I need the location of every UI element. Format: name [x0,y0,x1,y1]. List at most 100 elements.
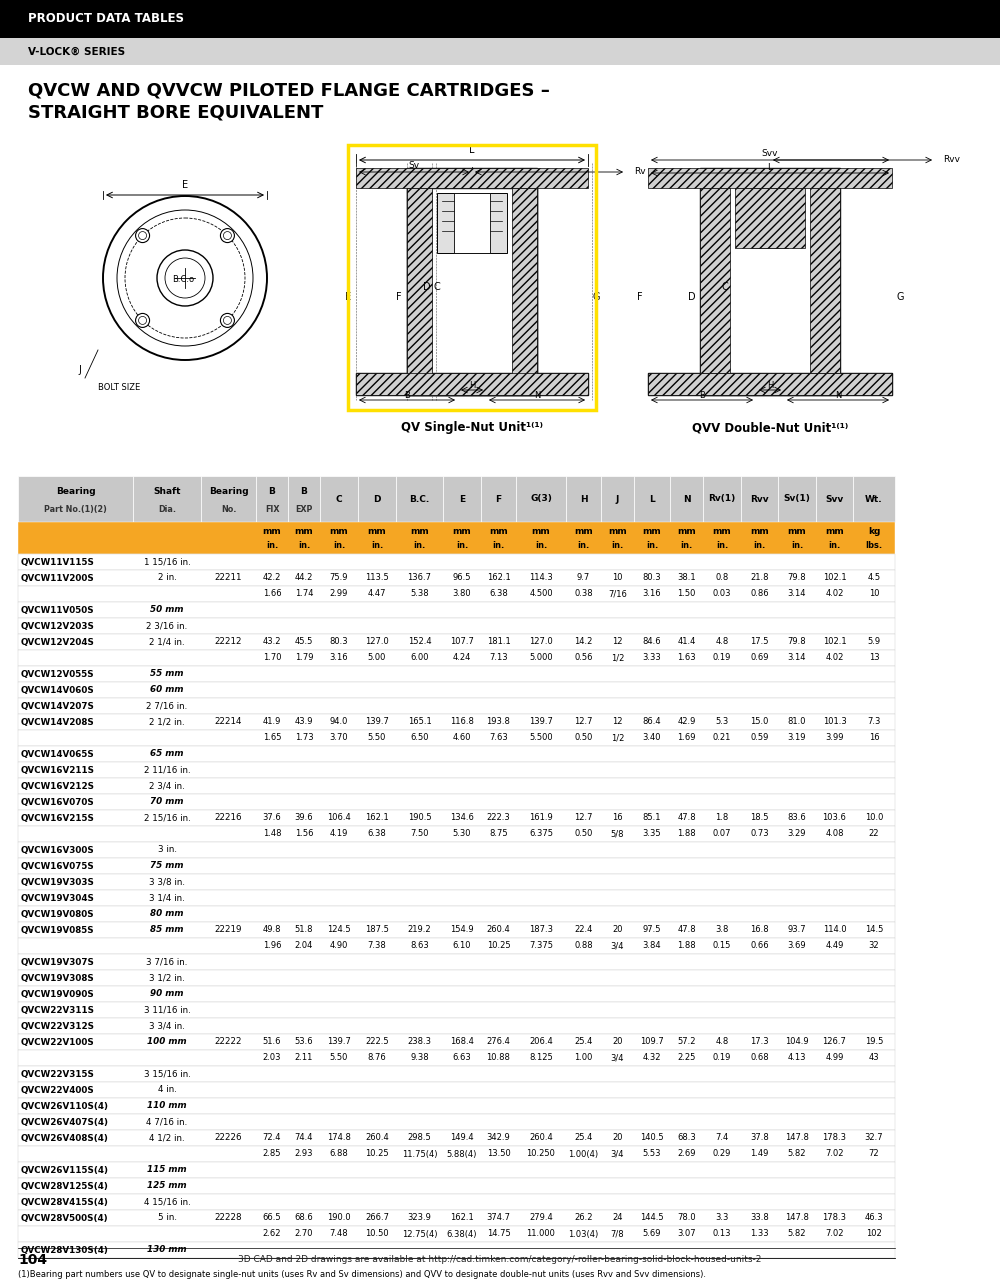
Bar [18,634,895,650]
Text: 3/4: 3/4 [611,1053,624,1062]
Bar [816,476,853,522]
Bar [18,1002,895,1018]
Text: 5.50: 5.50 [330,1053,348,1062]
Text: Shaft: Shaft [153,486,181,495]
Bar [18,874,895,890]
Bar [18,762,895,778]
Text: H: H [580,494,587,503]
Text: 68.6: 68.6 [295,1213,313,1222]
Text: 0.88: 0.88 [574,942,593,951]
Text: B: B [404,390,410,399]
Text: 7.375: 7.375 [529,942,553,951]
Text: 4.99: 4.99 [825,1053,844,1062]
Text: 174.8: 174.8 [327,1134,351,1143]
Text: 6.63: 6.63 [453,1053,471,1062]
Text: N: N [835,390,841,399]
Text: 14.2: 14.2 [574,637,593,646]
Text: 1.79: 1.79 [295,654,313,663]
Text: 147.8: 147.8 [785,1134,809,1143]
Text: mm: mm [295,527,313,536]
Text: 4.02: 4.02 [825,654,844,663]
Bar [18,858,895,874]
Text: D: D [688,292,696,302]
Bar [18,714,895,730]
Text: 102.1: 102.1 [823,573,846,582]
Text: QVCW22V315S: QVCW22V315S [21,1070,95,1079]
Text: 0.73: 0.73 [750,829,769,838]
Text: 2 15/16 in.: 2 15/16 in. [144,814,190,823]
Text: 187.5: 187.5 [365,925,389,934]
Text: E: E [182,180,188,189]
Bar [700,168,840,396]
Text: QVCW12V203S: QVCW12V203S [21,622,95,631]
Text: Svv: Svv [762,150,778,159]
Text: 8.125: 8.125 [529,1053,553,1062]
Text: 127.0: 127.0 [529,637,553,646]
Bar [288,476,320,522]
Text: 6.38: 6.38 [489,590,508,599]
Text: 260.4: 260.4 [487,925,510,934]
Text: 178.3: 178.3 [822,1134,846,1143]
Text: mm: mm [330,527,348,536]
Text: 10.0: 10.0 [865,814,883,823]
Text: 187.3: 187.3 [529,925,553,934]
Text: 102.1: 102.1 [823,637,846,646]
Text: 33.8: 33.8 [750,1213,769,1222]
Text: mm: mm [825,527,844,536]
Text: 0.38: 0.38 [574,590,593,599]
Text: 0.21: 0.21 [713,733,731,742]
Text: 22.4: 22.4 [574,925,593,934]
Text: L: L [469,145,475,155]
Bar [18,1178,895,1194]
Text: (1)Bearing part numbers use QV to designate single-nut units (uses Rv and Sv dim: (1)Bearing part numbers use QV to design… [18,1270,706,1279]
Text: 3.16: 3.16 [330,654,348,663]
Text: 276.4: 276.4 [487,1038,510,1047]
Text: 1.03(4): 1.03(4) [568,1230,599,1239]
Text: 21.8: 21.8 [750,573,769,582]
Text: in.: in. [535,541,547,550]
Text: 10.88: 10.88 [487,1053,510,1062]
Text: 107.7: 107.7 [450,637,474,646]
Text: QVCW19V090S: QVCW19V090S [21,989,95,998]
Text: 3.69: 3.69 [788,942,806,951]
Text: 12: 12 [612,718,623,727]
Text: 38.1: 38.1 [677,573,696,582]
Text: QVCW16V075S: QVCW16V075S [21,861,95,870]
Text: 6.50: 6.50 [410,733,429,742]
Text: 1.33: 1.33 [750,1230,769,1239]
Text: 81.0: 81.0 [788,718,806,727]
Text: 3.33: 3.33 [643,654,661,663]
Text: in.: in. [753,541,766,550]
Text: 7.02: 7.02 [825,1230,844,1239]
Bar [320,476,358,522]
Text: 2.93: 2.93 [295,1149,313,1158]
Bar [648,372,892,396]
Bar [741,476,778,522]
Text: 4.13: 4.13 [788,1053,806,1062]
Text: 2 1/4 in.: 2 1/4 in. [149,637,185,646]
Bar [700,188,730,372]
Text: 161.9: 161.9 [529,814,553,823]
Text: 0.15: 0.15 [713,942,731,951]
Text: 1 15/16 in.: 1 15/16 in. [144,558,190,567]
Text: QVCW28V415S(4): QVCW28V415S(4) [21,1198,109,1207]
Text: QVCW14V060S: QVCW14V060S [21,686,95,695]
Text: kg: kg [868,527,880,536]
Text: 5.38: 5.38 [410,590,429,599]
Text: 74.4: 74.4 [295,1134,313,1143]
Text: Sv(1): Sv(1) [784,494,810,503]
Text: C: C [722,282,728,292]
Bar [18,1210,895,1226]
Text: 2.85: 2.85 [263,1149,281,1158]
Text: QVCW16V215S: QVCW16V215S [21,814,95,823]
Text: 0.56: 0.56 [574,654,593,663]
Text: EXP: EXP [295,504,313,513]
Text: G(3): G(3) [530,494,552,503]
Text: 22226: 22226 [215,1134,242,1143]
Text: 79.8: 79.8 [788,573,806,582]
Text: QVCW22V400S: QVCW22V400S [21,1085,95,1094]
Text: 298.5: 298.5 [408,1134,431,1143]
Text: QVCW16V070S: QVCW16V070S [21,797,95,806]
Text: 43.2: 43.2 [263,637,281,646]
Text: 3.14: 3.14 [788,654,806,663]
